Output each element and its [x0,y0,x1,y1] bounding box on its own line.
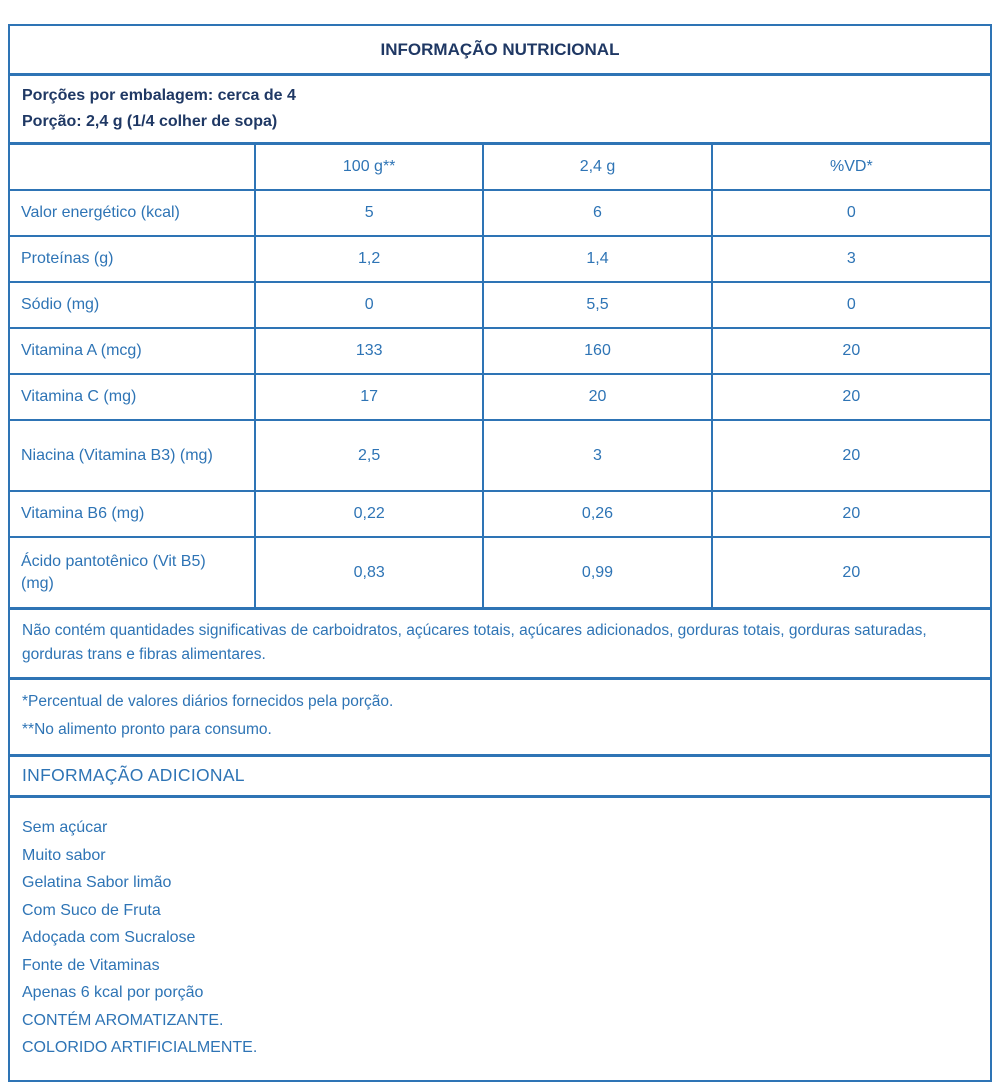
table-row: Valor energético (kcal) 5 6 0 [10,189,990,237]
nutrition-table: 100 g** 2,4 g %VD* Valor energético (kca… [10,145,990,608]
value-100g: 5 [253,189,484,237]
column-header-vd: %VD* [710,145,990,191]
claim-item: CONTÉM AROMATIZANTE. [22,1011,224,1029]
page: INFORMAÇÃO NUTRICIONAL Porções por embal… [8,24,992,1082]
table-header-row: 100 g** 2,4 g %VD* [10,145,990,191]
serving-info: Porções por embalagem: cerca de 4 Porção… [10,73,990,142]
nutrient-label: Ácido pantotênico (Vit B5) (mg) [10,536,255,608]
table-row: Proteínas (g) 1,2 1,4 3 [10,235,990,283]
additional-claims-list: Sem açúcar Muito sabor Gelatina Sabor li… [10,795,990,1080]
claim-item: Com Suco de Fruta [22,901,161,919]
claim-item: Gelatina Sabor limão [22,874,172,892]
page-title: INFORMAÇÃO NUTRICIONAL [380,40,620,59]
value-100g: 0,83 [253,536,484,608]
additional-info-header: INFORMAÇÃO ADICIONAL [10,754,990,795]
nutrition-label: INFORMAÇÃO NUTRICIONAL Porções por embal… [8,24,992,1082]
nutrient-label: Valor energético (kcal) [10,189,255,237]
column-header-100g: 100 g** [253,145,484,191]
serving-size: Porção: 2,4 g (1/4 colher de sopa) [22,112,278,130]
value-serving: 5,5 [482,281,712,329]
value-serving: 0,26 [482,490,712,538]
value-serving: 1,4 [482,235,712,283]
value-100g: 2,5 [253,419,484,492]
value-serving: 160 [482,327,712,375]
footnotes: *Percentual de valores diários fornecido… [10,677,990,754]
servings-per-package: Porções por embalagem: cerca de 4 [22,87,296,104]
value-vd: 20 [710,490,990,538]
column-header-empty [10,145,255,190]
value-100g: 133 [253,327,484,375]
footnote-percent-dv: *Percentual de valores diários fornecido… [22,693,394,711]
claim-item: Apenas 6 kcal por porção [22,984,204,1002]
nutrient-label: Proteínas (g) [10,235,255,283]
claim-item: Adoçada com Sucralose [22,929,196,947]
value-serving: 6 [482,189,712,237]
value-serving: 3 [482,419,712,492]
table-row: Niacina (Vitamina B3) (mg) 2,5 3 20 [10,419,990,492]
value-vd: 20 [710,327,990,375]
table-row: Vitamina A (mcg) 133 160 20 [10,327,990,375]
nutrient-label: Sódio (mg) [10,281,255,329]
value-vd: 20 [710,373,990,421]
table-row: Vitamina C (mg) 17 20 20 [10,373,990,421]
value-vd: 20 [710,536,990,608]
claim-item: Sem açúcar [22,819,108,836]
claim-item: Fonte de Vitaminas [22,956,160,974]
claim-item: COLORIDO ARTIFICIALMENTE. [22,1039,258,1057]
column-header-serving: 2,4 g [482,145,712,191]
nutrient-label: Niacina (Vitamina B3) (mg) [10,419,255,492]
value-vd: 3 [710,235,990,283]
value-100g: 0 [253,281,484,329]
no-significant-amounts-note: Não contém quantidades significativas de… [10,607,990,677]
value-serving: 20 [482,373,712,421]
value-vd: 20 [710,419,990,492]
nutrient-label: Vitamina A (mcg) [10,327,255,375]
value-serving: 0,99 [482,536,712,608]
footnote-prepared-food: **No alimento pronto para consumo. [22,721,272,739]
claim-item: Muito sabor [22,846,106,864]
nutrient-label: Vitamina B6 (mg) [10,490,255,538]
table-row: Vitamina B6 (mg) 0,22 0,26 20 [10,490,990,538]
table-row: Sódio (mg) 0 5,5 0 [10,281,990,329]
value-100g: 1,2 [253,235,484,283]
value-vd: 0 [710,189,990,237]
value-100g: 0,22 [253,490,484,538]
value-vd: 0 [710,281,990,329]
nutrition-table-section: 100 g** 2,4 g %VD* Valor energético (kca… [10,142,990,608]
nutrient-label: Vitamina C (mg) [10,373,255,421]
value-100g: 17 [253,373,484,421]
table-row: Ácido pantotênico (Vit B5) (mg) 0,83 0,9… [10,536,990,608]
